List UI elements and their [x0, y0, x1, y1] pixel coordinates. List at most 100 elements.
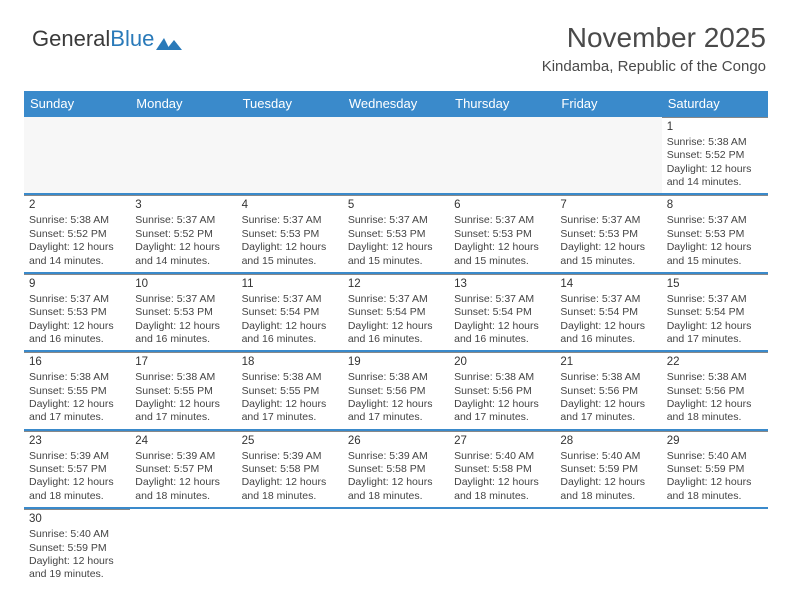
- cell-sunrise: Sunrise: 5:37 AM: [242, 214, 338, 227]
- cell-sunrise: Sunrise: 5:38 AM: [667, 371, 763, 384]
- cell-daylight2: and 18 minutes.: [560, 490, 656, 503]
- calendar-cell: 23Sunrise: 5:39 AMSunset: 5:57 PMDayligh…: [24, 431, 130, 507]
- cell-daylight1: Daylight: 12 hours: [454, 241, 550, 254]
- calendar-cell: 13Sunrise: 5:37 AMSunset: 5:54 PMDayligh…: [449, 274, 555, 350]
- calendar-cell: 19Sunrise: 5:38 AMSunset: 5:56 PMDayligh…: [343, 352, 449, 428]
- calendar-cell: 27Sunrise: 5:40 AMSunset: 5:58 PMDayligh…: [449, 431, 555, 507]
- cell-sunset: Sunset: 5:59 PM: [29, 542, 125, 555]
- cell-sunrise: Sunrise: 5:39 AM: [242, 450, 338, 463]
- cell-daylight1: Daylight: 12 hours: [242, 241, 338, 254]
- cell-daylight2: and 17 minutes.: [348, 411, 444, 424]
- weekday-header: Tuesday: [237, 91, 343, 117]
- day-number: 16: [29, 355, 125, 370]
- week-row: 2Sunrise: 5:38 AMSunset: 5:52 PMDaylight…: [24, 195, 768, 273]
- cell-sunset: Sunset: 5:53 PM: [135, 306, 231, 319]
- cell-daylight2: and 17 minutes.: [242, 411, 338, 424]
- day-number: 13: [454, 277, 550, 292]
- page-title: November 2025: [542, 22, 766, 54]
- cell-daylight1: Daylight: 12 hours: [135, 241, 231, 254]
- week-row: 16Sunrise: 5:38 AMSunset: 5:55 PMDayligh…: [24, 352, 768, 430]
- cell-sunrise: Sunrise: 5:40 AM: [454, 450, 550, 463]
- cell-sunset: Sunset: 5:58 PM: [242, 463, 338, 476]
- day-number: 8: [667, 198, 763, 213]
- calendar-cell-blank: [343, 509, 449, 585]
- cell-daylight2: and 16 minutes.: [348, 333, 444, 346]
- day-number: 9: [29, 277, 125, 292]
- day-number: 26: [348, 434, 444, 449]
- cell-daylight2: and 15 minutes.: [348, 255, 444, 268]
- calendar-cell-blank: [449, 509, 555, 585]
- calendar-cell-empty: [343, 117, 449, 193]
- calendar-cell: 22Sunrise: 5:38 AMSunset: 5:56 PMDayligh…: [662, 352, 768, 428]
- calendar-cell-blank: [237, 509, 343, 585]
- cell-sunset: Sunset: 5:53 PM: [29, 306, 125, 319]
- calendar-cell: 15Sunrise: 5:37 AMSunset: 5:54 PMDayligh…: [662, 274, 768, 350]
- cell-daylight1: Daylight: 12 hours: [29, 555, 125, 568]
- cell-daylight2: and 17 minutes.: [667, 333, 763, 346]
- calendar-cell: 21Sunrise: 5:38 AMSunset: 5:56 PMDayligh…: [555, 352, 661, 428]
- calendar-cell-blank: [555, 509, 661, 585]
- day-number: 28: [560, 434, 656, 449]
- calendar-cell: 20Sunrise: 5:38 AMSunset: 5:56 PMDayligh…: [449, 352, 555, 428]
- weekday-header: Sunday: [24, 91, 130, 117]
- cell-sunset: Sunset: 5:55 PM: [242, 385, 338, 398]
- weekday-header: Wednesday: [343, 91, 449, 117]
- cell-sunset: Sunset: 5:58 PM: [348, 463, 444, 476]
- cell-sunrise: Sunrise: 5:40 AM: [560, 450, 656, 463]
- cell-sunrise: Sunrise: 5:37 AM: [560, 293, 656, 306]
- cell-sunset: Sunset: 5:54 PM: [242, 306, 338, 319]
- cell-daylight1: Daylight: 12 hours: [135, 398, 231, 411]
- cell-daylight2: and 14 minutes.: [29, 255, 125, 268]
- calendar-cell: 14Sunrise: 5:37 AMSunset: 5:54 PMDayligh…: [555, 274, 661, 350]
- cell-sunset: Sunset: 5:56 PM: [454, 385, 550, 398]
- cell-sunrise: Sunrise: 5:37 AM: [560, 214, 656, 227]
- calendar-cell-empty: [555, 117, 661, 193]
- cell-daylight2: and 17 minutes.: [560, 411, 656, 424]
- day-number: 4: [242, 198, 338, 213]
- calendar-cell: 16Sunrise: 5:38 AMSunset: 5:55 PMDayligh…: [24, 352, 130, 428]
- day-number: 22: [667, 355, 763, 370]
- cell-daylight1: Daylight: 12 hours: [348, 398, 444, 411]
- cell-sunrise: Sunrise: 5:39 AM: [135, 450, 231, 463]
- cell-daylight1: Daylight: 12 hours: [242, 398, 338, 411]
- day-number: 10: [135, 277, 231, 292]
- cell-sunset: Sunset: 5:53 PM: [667, 228, 763, 241]
- calendar-cell: 29Sunrise: 5:40 AMSunset: 5:59 PMDayligh…: [662, 431, 768, 507]
- calendar-cell: 6Sunrise: 5:37 AMSunset: 5:53 PMDaylight…: [449, 195, 555, 271]
- cell-daylight2: and 18 minutes.: [348, 490, 444, 503]
- week-row: 1Sunrise: 5:38 AMSunset: 5:52 PMDaylight…: [24, 117, 768, 195]
- calendar-cell: 8Sunrise: 5:37 AMSunset: 5:53 PMDaylight…: [662, 195, 768, 271]
- day-number: 7: [560, 198, 656, 213]
- cell-sunset: Sunset: 5:58 PM: [454, 463, 550, 476]
- cell-daylight1: Daylight: 12 hours: [560, 398, 656, 411]
- cell-sunset: Sunset: 5:54 PM: [454, 306, 550, 319]
- day-number: 20: [454, 355, 550, 370]
- day-number: 18: [242, 355, 338, 370]
- calendar-cell: 3Sunrise: 5:37 AMSunset: 5:52 PMDaylight…: [130, 195, 236, 271]
- cell-daylight2: and 14 minutes.: [667, 176, 763, 189]
- calendar-cell: 4Sunrise: 5:37 AMSunset: 5:53 PMDaylight…: [237, 195, 343, 271]
- calendar-cell: 1Sunrise: 5:38 AMSunset: 5:52 PMDaylight…: [662, 117, 768, 193]
- cell-daylight1: Daylight: 12 hours: [667, 163, 763, 176]
- calendar-cell: 30Sunrise: 5:40 AMSunset: 5:59 PMDayligh…: [24, 509, 130, 585]
- cell-daylight2: and 16 minutes.: [135, 333, 231, 346]
- cell-daylight2: and 18 minutes.: [242, 490, 338, 503]
- day-number: 19: [348, 355, 444, 370]
- cell-sunset: Sunset: 5:52 PM: [29, 228, 125, 241]
- cell-sunrise: Sunrise: 5:40 AM: [667, 450, 763, 463]
- cell-sunset: Sunset: 5:54 PM: [560, 306, 656, 319]
- flag-icon: [156, 32, 184, 46]
- cell-sunset: Sunset: 5:53 PM: [348, 228, 444, 241]
- cell-sunset: Sunset: 5:54 PM: [348, 306, 444, 319]
- day-number: 25: [242, 434, 338, 449]
- cell-sunrise: Sunrise: 5:37 AM: [454, 214, 550, 227]
- weekday-header: Monday: [130, 91, 236, 117]
- cell-sunrise: Sunrise: 5:37 AM: [242, 293, 338, 306]
- cell-daylight2: and 15 minutes.: [560, 255, 656, 268]
- logo: GeneralBlue: [32, 26, 184, 52]
- cell-daylight1: Daylight: 12 hours: [29, 241, 125, 254]
- cell-sunset: Sunset: 5:57 PM: [135, 463, 231, 476]
- calendar-cell: 18Sunrise: 5:38 AMSunset: 5:55 PMDayligh…: [237, 352, 343, 428]
- day-number: 1: [667, 120, 763, 135]
- cell-sunset: Sunset: 5:52 PM: [667, 149, 763, 162]
